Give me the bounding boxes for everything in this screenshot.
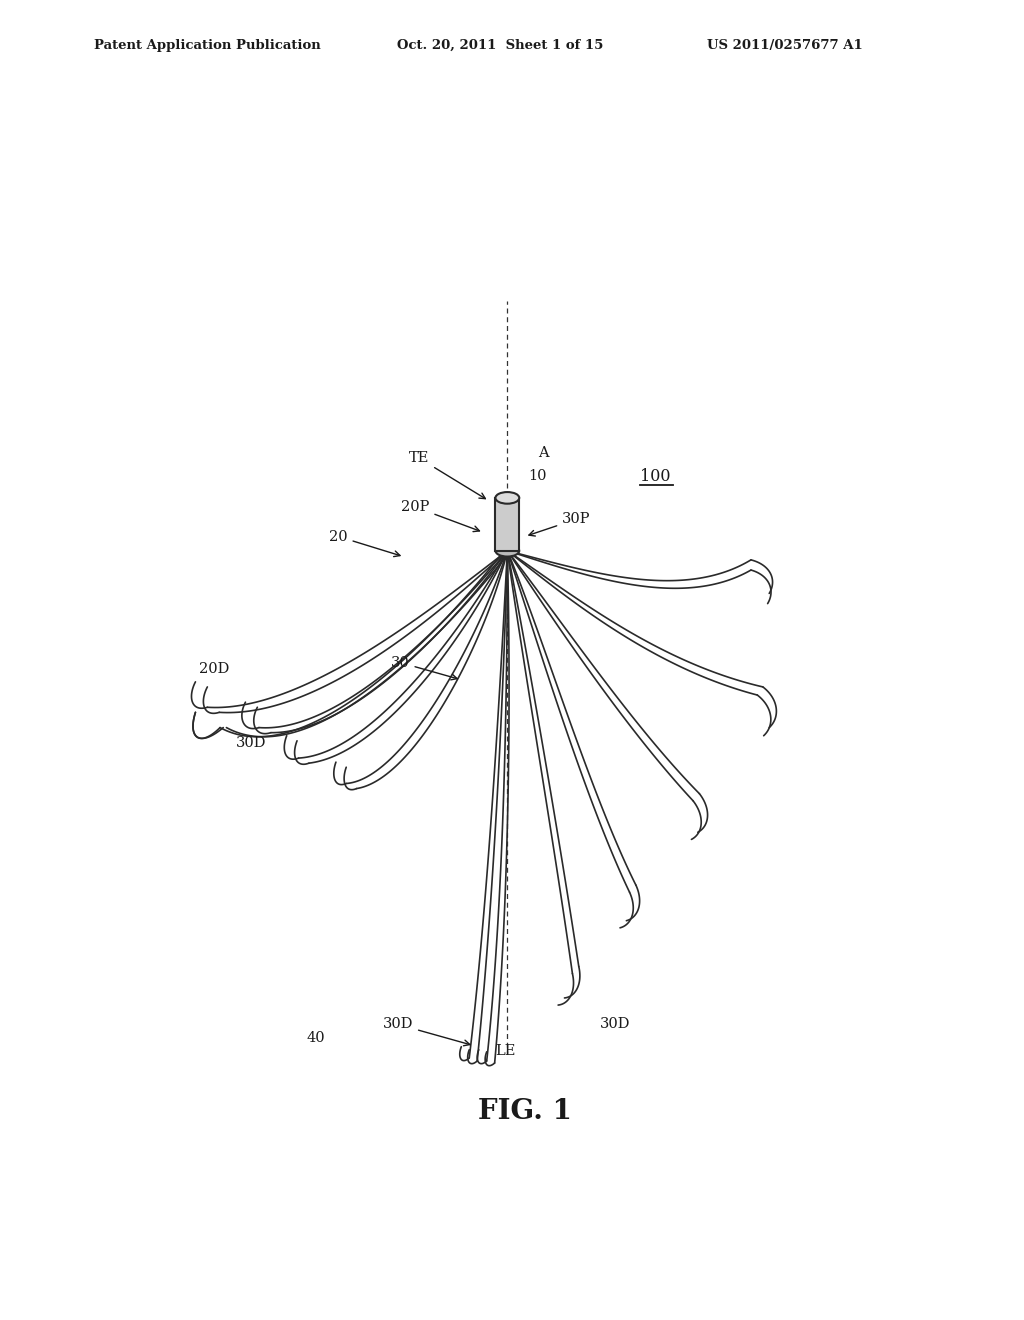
Text: 20P: 20P: [401, 500, 479, 532]
Text: LE: LE: [495, 1044, 515, 1057]
Text: 30P: 30P: [529, 512, 591, 536]
Text: A: A: [539, 446, 549, 461]
Text: 10: 10: [528, 469, 547, 483]
Text: US 2011/0257677 A1: US 2011/0257677 A1: [707, 38, 862, 51]
Text: 40: 40: [307, 1031, 326, 1044]
Bar: [496, 498, 519, 550]
Text: 20D: 20D: [199, 661, 229, 676]
Text: TE: TE: [409, 451, 485, 499]
Text: FIG. 1: FIG. 1: [478, 1098, 571, 1125]
Text: 30D: 30D: [383, 1018, 470, 1045]
Text: 100: 100: [640, 469, 671, 484]
Ellipse shape: [496, 492, 519, 504]
Text: 30D: 30D: [236, 735, 266, 750]
Text: Patent Application Publication: Patent Application Publication: [94, 38, 321, 51]
Ellipse shape: [496, 545, 519, 557]
Text: 20: 20: [329, 529, 400, 557]
Text: Oct. 20, 2011  Sheet 1 of 15: Oct. 20, 2011 Sheet 1 of 15: [397, 38, 604, 51]
Text: 30D: 30D: [600, 1018, 631, 1031]
Text: 30: 30: [391, 656, 457, 680]
